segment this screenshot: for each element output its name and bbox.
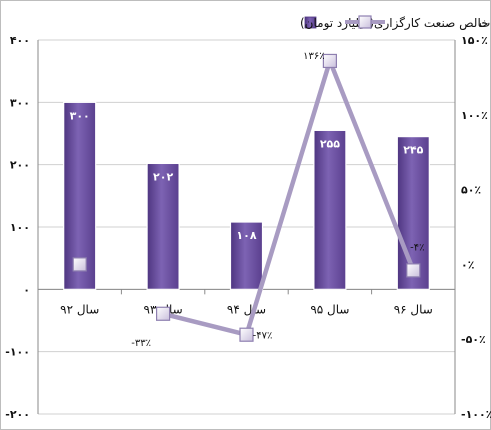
line-data-label: -۴٪ [410,242,424,253]
x-tick-label: سال ۹۵ [310,302,349,316]
line-marker [322,53,337,69]
legend-swatch-bar [304,16,317,29]
bar-data-label: ۱۰۸ [236,229,256,242]
y-left-tick-label: ۳۰۰ [10,96,30,109]
x-tick-label: سال ۹۲ [60,302,99,316]
bar-data-label: ۲۵۵ [320,137,340,150]
line-series-path [160,58,416,337]
legend: مجموع سود خالص صنعت کارگزاری(میلیارد توم… [300,15,491,31]
x-tick-label: سال ۹۶ [394,302,433,316]
legend-label-line: درصد تغییرات [479,16,491,31]
y-right-tick-label: ۵۰٪ [461,184,481,197]
line-marker [406,263,421,278]
y-right-tick-label: ۱۵۰٪ [461,34,488,47]
line-marker [156,306,171,321]
bar-data-label: ۲۴۵ [403,144,423,157]
line-data-label: ۱۳۶٪ [303,51,324,62]
bar-series: ۳۰۰ ۲۰۲ ۱۰۸ ۲۵۵ ۲۴۵ [63,101,430,290]
line-data-label: -۴۷٪ [253,331,273,342]
y-left-tick-label: ۱۰۰ [10,221,30,234]
y-left-tick-label: ۰ [23,283,30,296]
line-data-label: -۳۳٪ [131,338,151,349]
y-left-tick-label: ۲۰۰ [10,159,30,172]
bar [146,162,180,290]
bar-data-label: ۳۰۰ [70,109,90,122]
legend-marker-sample [358,15,372,29]
line-series: -۳۳٪ -۴۷٪ ۱۳۶٪ -۴٪ [72,51,424,349]
bar-data-label: ۲۰۲ [153,170,173,183]
y-left-tick-label: -۱۰۰ [5,346,30,359]
line-marker [72,257,87,272]
y-right-tick-label: ۱۰۰٪ [461,109,488,122]
bar [229,221,264,290]
y-right-tick-label: -۱۰۰٪ [461,408,491,421]
bar [313,129,347,290]
line-marker [239,327,254,342]
y-right-tick-label: ۰٪ [461,258,474,271]
legend-label-bar: مجموع سود خالص صنعت کارگزاری(میلیارد توم… [300,16,491,31]
y-left-tick-label: -۲۰۰ [5,408,30,421]
y-right-tick-label: -۵۰٪ [461,333,486,346]
x-tick-label: سال ۹۴ [227,302,266,316]
y-left-tick-label: ۴۰۰ [10,34,30,47]
